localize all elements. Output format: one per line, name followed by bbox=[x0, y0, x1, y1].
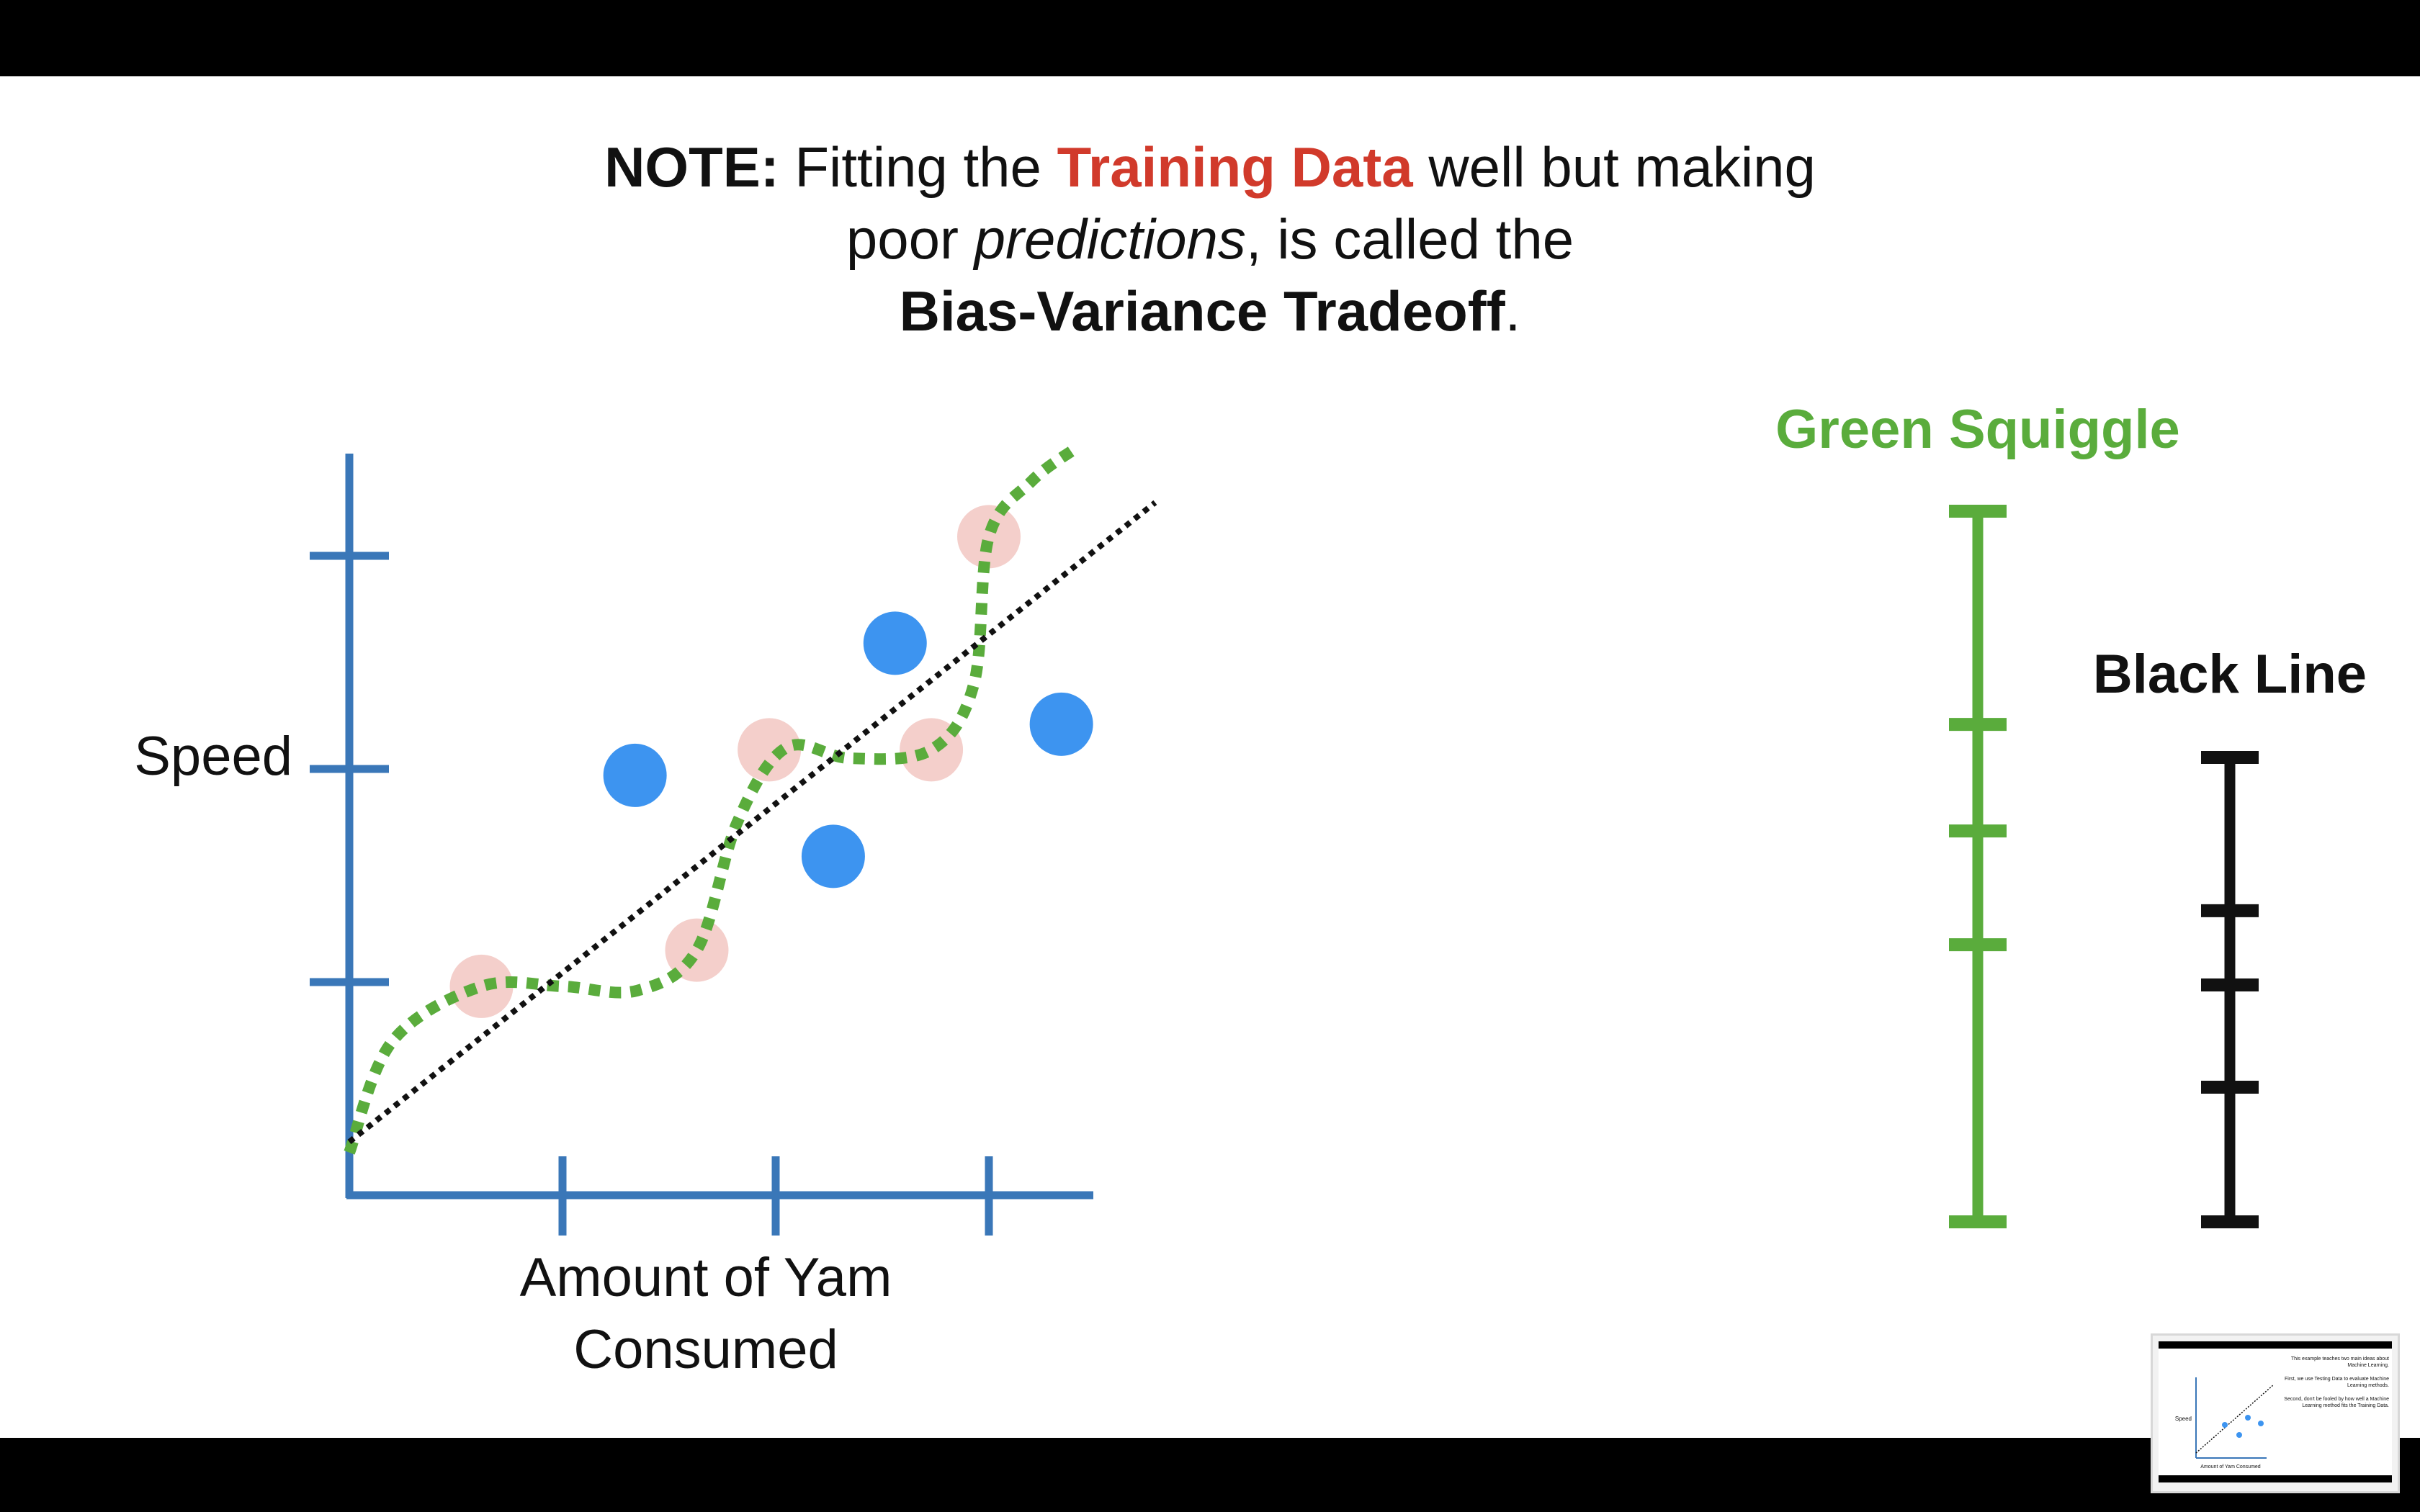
thumb-fit-line bbox=[2195, 1384, 2275, 1454]
chart-axes bbox=[310, 454, 1093, 1236]
headline-text-1b: well but making bbox=[1412, 135, 1816, 199]
training-point-5 bbox=[957, 505, 1021, 569]
thumb-text-1: This example teaches two main ideas abou… bbox=[2290, 1356, 2389, 1368]
black-line-label: Black Line bbox=[2093, 644, 2367, 705]
thumbnail-chart: Speed Amount of Yam Consumed This exampl… bbox=[2175, 1356, 2389, 1470]
training-point-1 bbox=[449, 954, 514, 1018]
headline-line-3: Bias-Variance Tradeoff. bbox=[0, 275, 2420, 347]
headline-period: . bbox=[1505, 279, 1521, 343]
testing-point-2 bbox=[801, 824, 865, 888]
x-axis-label-line-2: Consumed bbox=[573, 1319, 838, 1380]
training-point-3 bbox=[738, 718, 802, 782]
thumbnail-screen: Speed Amount of Yam Consumed This exampl… bbox=[2159, 1341, 2392, 1482]
headline: NOTE: Fitting the Training Data well but… bbox=[0, 131, 2420, 347]
fit-lines bbox=[344, 444, 1157, 1155]
slide: NOTE: Fitting the Training Data well but… bbox=[0, 76, 2420, 1438]
scatter-chart: Speed Amount of Yam Consumed bbox=[134, 444, 1157, 1380]
predictions-emphasis: predictions bbox=[974, 207, 1246, 271]
headline-text-2b: , is called the bbox=[1245, 207, 1574, 271]
training-point-4 bbox=[900, 718, 964, 782]
x-axis-label-line-1: Amount of Yam bbox=[520, 1247, 892, 1308]
thumb-x-label: Amount of Yam Consumed bbox=[2200, 1464, 2261, 1470]
bias-variance-term: Bias-Variance Tradeoff bbox=[899, 279, 1505, 343]
thumb-point bbox=[2222, 1422, 2228, 1428]
thumb-point bbox=[2236, 1432, 2242, 1438]
headline-text-1a: Fitting the bbox=[779, 135, 1057, 199]
testing-point-4 bbox=[1029, 692, 1093, 756]
green-squiggle-label: Green Squiggle bbox=[1775, 399, 2180, 460]
scale-comparison: Green Squiggle Black Line bbox=[1775, 399, 2367, 1228]
black-line-scale bbox=[2201, 751, 2259, 1228]
y-axis-label: Speed bbox=[134, 726, 292, 787]
testing-points bbox=[603, 611, 1093, 888]
training-data-highlight: Training Data bbox=[1057, 135, 1413, 199]
black-line-fit bbox=[347, 500, 1157, 1145]
training-point-2 bbox=[665, 918, 729, 982]
thumb-y-label: Speed bbox=[2175, 1416, 2192, 1422]
slide-thumbnail[interactable]: Speed Amount of Yam Consumed This exampl… bbox=[2151, 1333, 2400, 1493]
headline-line-1: NOTE: Fitting the Training Data well but… bbox=[0, 131, 2420, 203]
note-label: NOTE: bbox=[604, 135, 779, 199]
thumb-text-2: First, we use Testing Data to evaluate M… bbox=[2284, 1377, 2389, 1388]
headline-text-2a: poor bbox=[846, 207, 974, 271]
thumb-text-box: This example teaches two main ideas abou… bbox=[2284, 1356, 2389, 1408]
thumb-point bbox=[2245, 1415, 2251, 1421]
training-points bbox=[449, 505, 1021, 1018]
testing-point-3 bbox=[863, 611, 927, 675]
testing-point-1 bbox=[603, 743, 667, 807]
headline-line-2: poor predictions, is called the bbox=[0, 203, 2420, 275]
green-squiggle-scale bbox=[1949, 505, 2007, 1228]
thumb-point bbox=[2258, 1421, 2264, 1426]
thumb-text-3: Second, don't be fooled by how well a Ma… bbox=[2284, 1397, 2389, 1408]
